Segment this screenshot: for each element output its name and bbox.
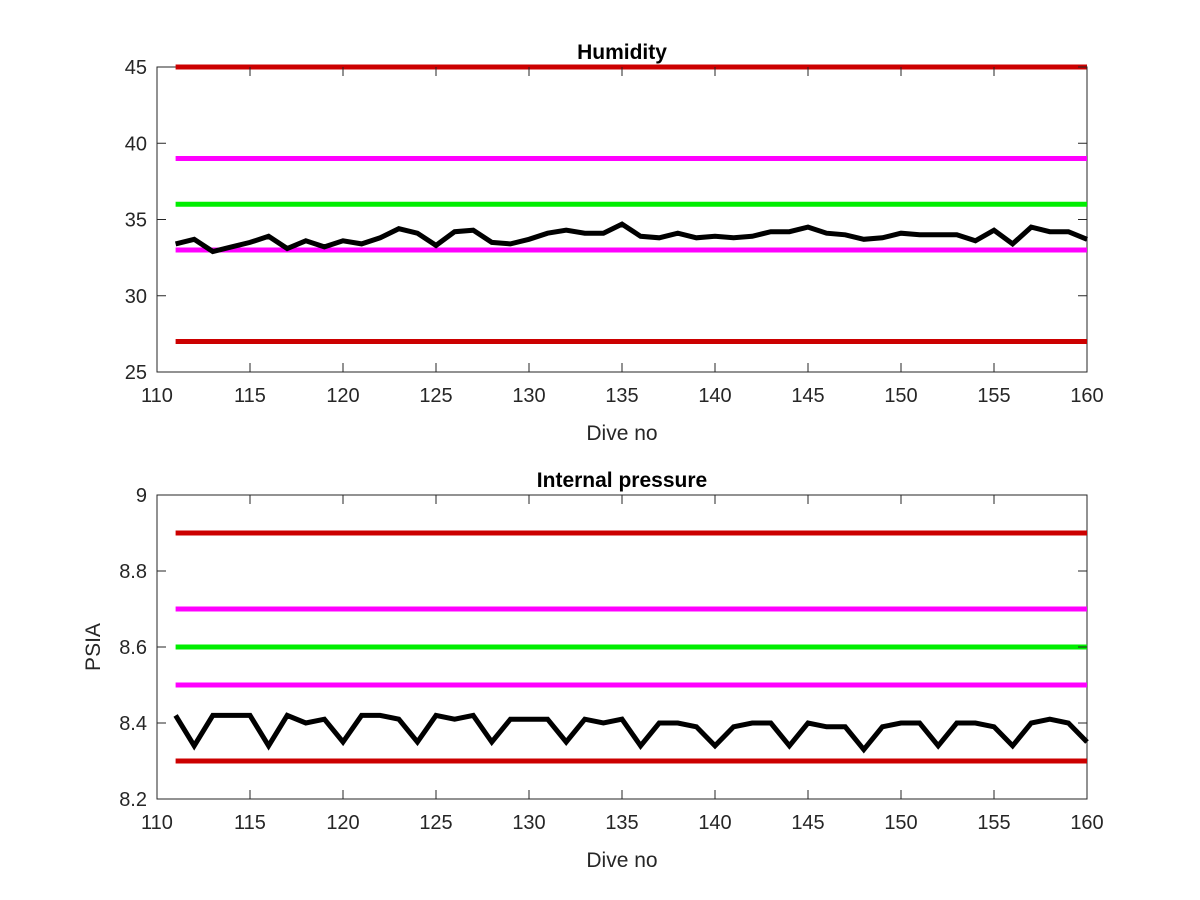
y-tick-label: 45 (125, 57, 147, 79)
x-tick-label: 150 (884, 385, 917, 407)
x-tick-label: 110 (141, 812, 173, 834)
y-tick-label: 25 (125, 362, 147, 384)
data-series-line-0 (173, 712, 1089, 754)
y-tick-label: 9 (136, 485, 147, 507)
x-tick-label: 145 (791, 385, 824, 407)
data-series-line-0 (174, 221, 1088, 255)
x-tick-label: 115 (234, 385, 266, 407)
x-axis-label: Dive no (586, 422, 657, 445)
x-tick-label: 115 (234, 812, 266, 834)
y-tick-label: 40 (125, 133, 147, 155)
chart-title: Humidity (577, 41, 667, 64)
plot-area-frame (156, 66, 1088, 373)
x-tick-label: 160 (1070, 812, 1103, 834)
y-tick-label: 8.6 (119, 637, 147, 659)
y-tick-label: 35 (125, 210, 147, 232)
x-tick-label: 140 (698, 385, 731, 407)
x-tick-label: 130 (512, 812, 545, 834)
y-tick-label: 8.2 (119, 789, 147, 811)
x-tick-label: 125 (419, 385, 452, 407)
internal-pressure-panel: 110 115 120 125 130 135 140 145 150 155 160 8.2 8.4 8… (82, 469, 1104, 872)
x-tick-label: 160 (1070, 385, 1103, 407)
y-axis-label: PSIA (82, 623, 105, 671)
x-tick-label: 120 (326, 385, 359, 407)
x-tick-label: 150 (884, 812, 917, 834)
x-tick-label: 140 (698, 812, 731, 834)
x-tick-label: 120 (326, 812, 359, 834)
x-tick-label: 135 (605, 812, 638, 834)
y-tick-label: 30 (125, 286, 147, 308)
x-axis-label: Dive no (586, 849, 657, 872)
y-tick-label: 8.8 (119, 561, 147, 583)
x-tick-label: 110 (141, 385, 173, 407)
y-tick-label: 8.4 (119, 713, 147, 735)
humidity-panel: 110 115 120 125 130 135 140 145 150 155 160 25 30 35 4… (125, 41, 1104, 445)
x-tick-label: 155 (977, 812, 1010, 834)
x-tick-label: 155 (977, 385, 1010, 407)
x-tick-label: 125 (419, 812, 452, 834)
x-tick-label: 145 (791, 812, 824, 834)
x-tick-label: 135 (605, 385, 638, 407)
x-tick-label: 130 (512, 385, 545, 407)
chart-title: Internal pressure (537, 469, 707, 492)
